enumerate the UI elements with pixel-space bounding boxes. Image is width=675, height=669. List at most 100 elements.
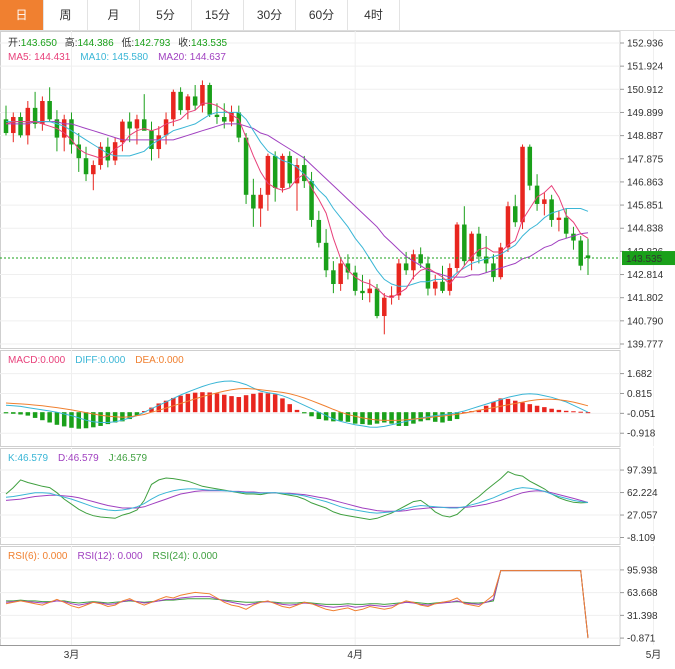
candle-body: [323, 242, 329, 271]
macd-bar: [411, 412, 416, 424]
macd-bar: [236, 397, 242, 413]
candle-body: [476, 233, 482, 257]
macd-bar: [47, 412, 52, 423]
macd-bar: [323, 412, 329, 421]
close-value: 143.535: [191, 38, 228, 49]
y-tick-label: 149.899: [627, 108, 664, 119]
macd-bar: [98, 412, 103, 426]
macd-bar: [447, 412, 453, 421]
macd-bar: [403, 412, 409, 426]
macd-bar: [40, 412, 45, 421]
y-tick-label: 144.838: [627, 224, 664, 235]
macd-bar: [512, 400, 518, 413]
tab-3[interactable]: 5分: [140, 0, 192, 30]
candle-body: [185, 96, 191, 111]
candle-body: [382, 297, 387, 317]
candle-body: [192, 96, 198, 106]
candle-body: [374, 288, 380, 317]
macd-bar: [258, 392, 263, 413]
macd-bar: [374, 412, 380, 424]
macd-bar: [141, 411, 147, 413]
candle-body: [236, 112, 242, 138]
macd-bar: [265, 393, 271, 413]
macd-bar: [440, 412, 445, 423]
candle-body: [571, 233, 576, 241]
candle-body: [229, 112, 234, 122]
candle-body: [265, 155, 271, 195]
candle-body: [316, 219, 322, 243]
high-value: 144.386: [78, 38, 115, 49]
y-tick-label: 27.057: [627, 511, 658, 522]
macd-bar: [331, 412, 336, 422]
y-tick-label: 141.802: [627, 293, 664, 304]
macd-dif-line: [5, 380, 589, 428]
open-value: 143.650: [21, 38, 58, 49]
candle-body: [112, 142, 118, 161]
candle-body: [294, 165, 300, 184]
y-tick-label: 145.851: [627, 201, 664, 212]
tab-2[interactable]: 月: [88, 0, 140, 30]
macd-bar: [149, 407, 154, 413]
ma_info-item: MA10: 145.580: [80, 52, 148, 63]
candle-body: [309, 181, 314, 220]
y-tick-label: 31.398: [627, 611, 658, 622]
macd-bar: [352, 412, 358, 424]
macd-bar: [316, 412, 322, 420]
y-tick-label: 62.224: [627, 488, 658, 499]
tab-4[interactable]: 15分: [192, 0, 244, 30]
candle-body: [272, 155, 278, 188]
macd-bar: [54, 412, 60, 425]
candle-body: [585, 255, 591, 259]
candle-body: [141, 119, 147, 131]
ma_info-legend: MA5: 144.431 MA10: 145.580 MA20: 144.637: [8, 52, 226, 63]
macd-bar: [302, 412, 307, 414]
current-price-label: 143.535: [626, 254, 663, 265]
candle-body: [556, 217, 562, 220]
open-label: 开:: [8, 38, 21, 49]
candle-body: [243, 137, 249, 195]
candle-body: [389, 295, 394, 298]
candle-body: [360, 290, 365, 294]
tab-5[interactable]: 30分: [244, 0, 296, 30]
macd_info-item: DIFF:0.000: [75, 355, 125, 366]
tab-7[interactable]: 4时: [348, 0, 400, 30]
candle-body: [47, 101, 52, 120]
kdj-k-line: [5, 487, 589, 514]
macd-bar: [389, 412, 394, 424]
candle-body: [221, 117, 227, 122]
macd-bar: [345, 412, 351, 422]
candle-body: [462, 224, 467, 262]
candle-body: [83, 158, 89, 175]
macd-bar: [214, 393, 220, 413]
candle-body: [563, 217, 569, 234]
tab-0[interactable]: 日: [0, 0, 44, 30]
y-tick-label: 147.875: [627, 154, 664, 165]
tab-1[interactable]: 周: [44, 0, 88, 30]
rsi_info-item: RSI(12): 0.000: [77, 551, 142, 562]
candle-body: [454, 224, 460, 268]
tab-6[interactable]: 60分: [296, 0, 348, 30]
panel-frame-kdj: [0, 448, 621, 545]
macd-bar: [578, 411, 583, 413]
macd-bar: [563, 410, 569, 413]
macd-bar: [505, 398, 511, 413]
macd-bar: [534, 405, 540, 413]
x-tick-label: 5月: [646, 649, 662, 661]
macd-bar: [3, 412, 9, 414]
low-value: 142.793: [134, 38, 171, 49]
macd-bar: [112, 412, 118, 423]
candle-body: [207, 84, 212, 115]
candle-body: [432, 281, 438, 289]
macd-bar: [25, 412, 31, 416]
candle-body: [171, 91, 176, 120]
candle-body: [18, 117, 23, 136]
candle-body: [418, 254, 423, 264]
candle-body: [483, 256, 489, 264]
candle-body: [542, 199, 547, 204]
close-label: 收:: [178, 36, 191, 49]
candle-body: [156, 135, 162, 150]
macd-bar: [11, 412, 16, 414]
rsi_info-item: RSI(6): 0.000: [8, 551, 68, 562]
kdj_info-legend: K:46.579 D:46.579 J:46.579: [8, 453, 147, 464]
